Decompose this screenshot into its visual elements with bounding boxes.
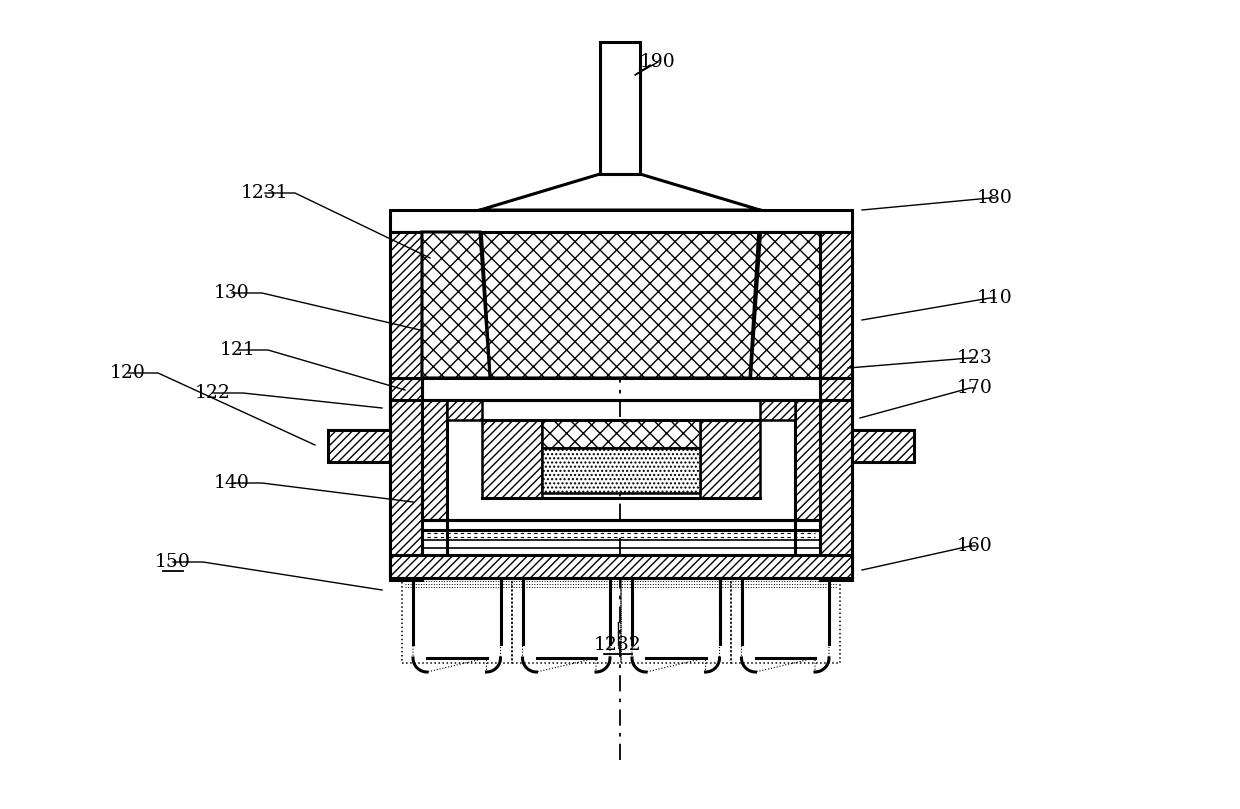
Polygon shape	[750, 232, 820, 378]
Polygon shape	[480, 174, 760, 210]
Text: 190: 190	[640, 53, 676, 71]
Bar	[852, 430, 914, 462]
Polygon shape	[542, 420, 701, 448]
Bar	[391, 555, 852, 578]
Text: 123: 123	[957, 349, 993, 367]
Polygon shape	[482, 420, 542, 498]
Text: 130: 130	[215, 284, 250, 302]
Polygon shape	[820, 400, 852, 578]
Bar	[422, 520, 820, 530]
Polygon shape	[542, 448, 701, 493]
Polygon shape	[760, 400, 795, 420]
Polygon shape	[391, 400, 422, 578]
Text: 1232: 1232	[594, 636, 642, 654]
Polygon shape	[391, 232, 422, 580]
Polygon shape	[391, 378, 422, 400]
Text: 170: 170	[957, 379, 993, 397]
Polygon shape	[480, 210, 760, 378]
Text: 180: 180	[977, 189, 1013, 207]
Text: 120: 120	[110, 364, 146, 382]
Bar	[391, 210, 852, 232]
Polygon shape	[795, 400, 820, 520]
Text: 150: 150	[155, 553, 191, 571]
Text: 121: 121	[221, 341, 255, 359]
Text: 1231: 1231	[242, 184, 289, 202]
Text: 110: 110	[977, 289, 1013, 307]
Polygon shape	[422, 232, 490, 378]
Bar	[329, 430, 391, 462]
Text: 160: 160	[957, 537, 993, 555]
Text: 140: 140	[215, 474, 250, 492]
Polygon shape	[820, 378, 852, 400]
Polygon shape	[446, 400, 482, 420]
Text: 122: 122	[195, 384, 231, 402]
Bar	[600, 42, 640, 174]
Polygon shape	[820, 232, 852, 580]
Polygon shape	[701, 420, 760, 498]
Polygon shape	[422, 400, 446, 520]
